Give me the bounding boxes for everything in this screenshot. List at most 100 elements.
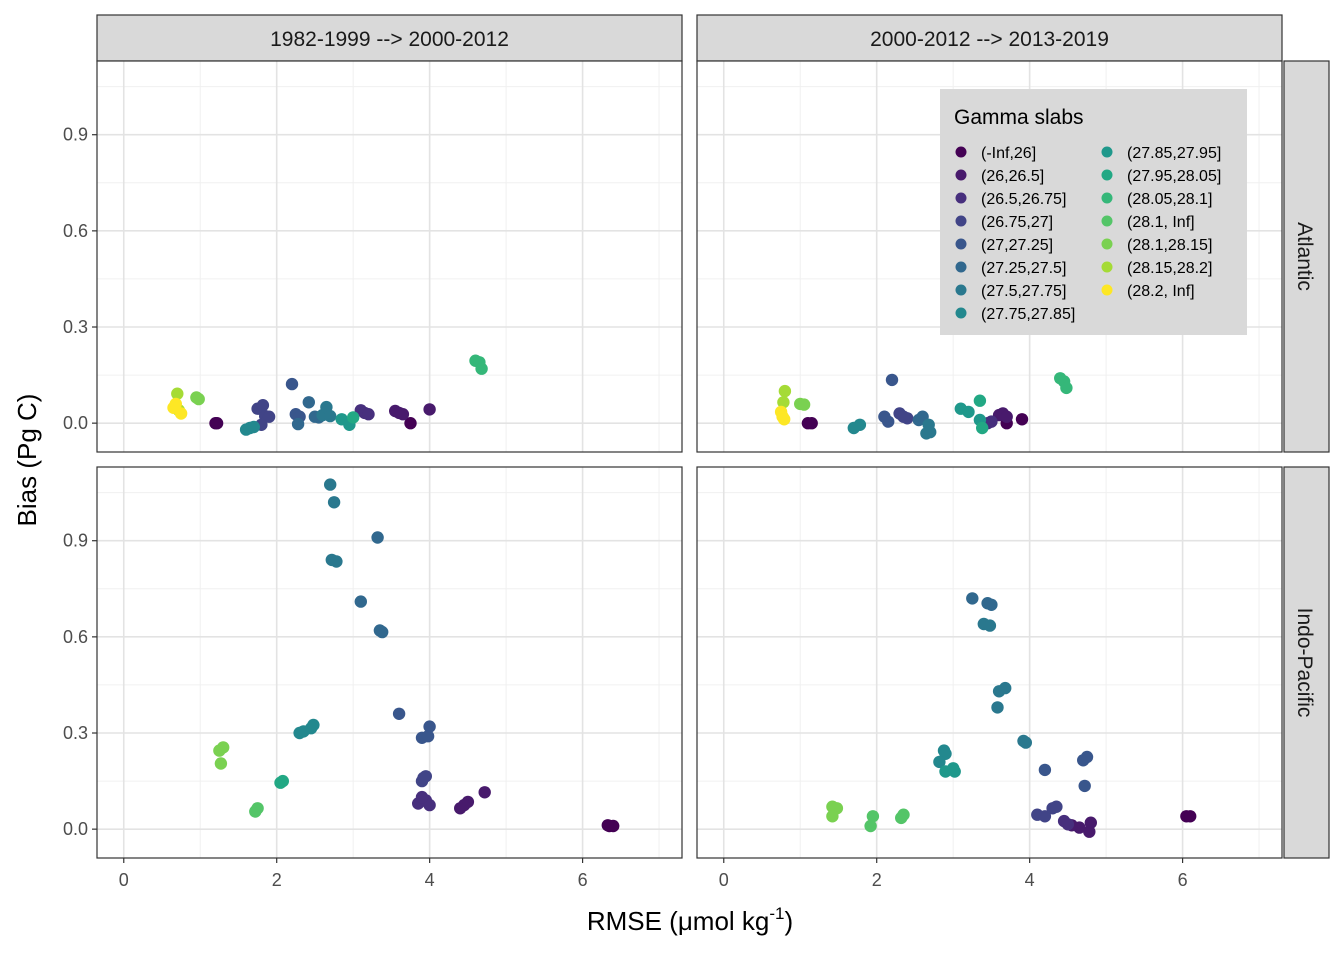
y-tick-label: 0.3 bbox=[63, 723, 88, 743]
data-point bbox=[392, 707, 406, 720]
data-point bbox=[276, 774, 289, 788]
data-point bbox=[973, 394, 987, 407]
legend-label: (-Inf,26] bbox=[981, 145, 1036, 162]
data-point bbox=[291, 417, 305, 431]
data-point bbox=[302, 396, 315, 409]
y-tick-label: 0.9 bbox=[63, 125, 88, 145]
panel-border bbox=[96, 60, 683, 453]
legend-label: (27,27.25] bbox=[981, 237, 1053, 254]
panel-indo-pacific-1982-2012 bbox=[96, 466, 683, 859]
data-point bbox=[251, 802, 264, 815]
data-point bbox=[415, 790, 429, 804]
x-axis-left: 0 2 4 6 bbox=[119, 858, 588, 890]
data-point bbox=[826, 810, 839, 823]
x-tick-label: 0 bbox=[119, 870, 129, 890]
y-tick-label: 0.3 bbox=[63, 317, 88, 337]
data-point bbox=[991, 701, 1004, 714]
legend-label: (28.1,28.15] bbox=[1127, 237, 1212, 254]
row-strip-atlantic-label: Atlantic bbox=[1293, 222, 1316, 291]
legend-label: (26.5,26.75] bbox=[981, 191, 1066, 208]
data-point bbox=[1184, 810, 1197, 823]
data-point bbox=[423, 403, 436, 416]
data-point bbox=[324, 409, 337, 423]
legend-title: Gamma slabs bbox=[954, 106, 1084, 129]
data-point bbox=[421, 730, 435, 743]
data-point bbox=[897, 410, 910, 423]
column-strip-1: 1982-1999 --> 2000-2012 bbox=[96, 14, 683, 62]
column-strip-1-label: 1982-1999 --> 2000-2012 bbox=[270, 28, 509, 51]
data-point bbox=[601, 819, 614, 832]
legend-key bbox=[955, 146, 967, 158]
data-point bbox=[362, 408, 375, 421]
data-point bbox=[797, 398, 811, 411]
data-point bbox=[853, 418, 867, 431]
y-tick-label: 0.9 bbox=[63, 531, 88, 551]
x-axis-title: RMSE (μmol kg-1) bbox=[587, 904, 793, 936]
data-point bbox=[327, 496, 341, 509]
legend-label: (28.1, Inf] bbox=[1127, 214, 1195, 231]
panel-border bbox=[696, 60, 1283, 453]
data-point bbox=[1060, 381, 1073, 395]
data-point bbox=[1000, 410, 1013, 423]
panel-area bbox=[97, 61, 682, 452]
x-tick-label: 6 bbox=[1178, 870, 1188, 890]
row-strip-atlantic: Atlantic bbox=[1283, 60, 1330, 453]
panel-atlantic-1982-2012 bbox=[96, 60, 683, 453]
data-point bbox=[948, 765, 961, 778]
row-strip-indo-pacific: Indo-Pacific bbox=[1283, 466, 1330, 859]
data-point bbox=[866, 810, 880, 823]
data-point bbox=[962, 405, 975, 419]
data-point bbox=[376, 625, 389, 639]
x-axis-right: 0 2 4 6 bbox=[719, 858, 1188, 890]
data-point bbox=[1083, 825, 1096, 838]
legend-key bbox=[1101, 169, 1113, 181]
data-point bbox=[1019, 736, 1032, 749]
panel-area bbox=[97, 467, 682, 858]
data-point bbox=[933, 755, 946, 769]
data-point bbox=[475, 362, 488, 375]
data-point bbox=[454, 802, 467, 815]
data-point bbox=[878, 410, 891, 423]
legend-label: (28.2, Inf] bbox=[1127, 283, 1195, 300]
x-tick-label: 6 bbox=[578, 870, 588, 890]
data-point bbox=[1050, 800, 1063, 813]
legend-label: (27.25,27.5] bbox=[981, 260, 1066, 277]
data-point bbox=[396, 408, 410, 421]
data-point bbox=[214, 757, 228, 770]
data-point bbox=[262, 410, 276, 423]
data-point bbox=[805, 417, 818, 430]
data-point bbox=[247, 420, 260, 434]
legend-label: (26.75,27] bbox=[981, 214, 1053, 231]
legend-key bbox=[1101, 238, 1113, 250]
data-point bbox=[174, 407, 188, 420]
x-tick-label: 2 bbox=[872, 870, 882, 890]
data-point bbox=[423, 720, 436, 733]
data-point bbox=[256, 399, 270, 412]
legend-key bbox=[955, 307, 967, 319]
data-point bbox=[423, 798, 436, 812]
column-strip-2: 2000-2012 --> 2013-2019 bbox=[696, 14, 1283, 62]
data-point bbox=[404, 417, 417, 430]
legend-key bbox=[1101, 215, 1113, 227]
data-point bbox=[985, 598, 998, 611]
legend: Gamma slabs (-Inf,26] (26,26.5] (26.5,26.7… bbox=[940, 89, 1247, 335]
data-point bbox=[171, 387, 184, 400]
data-point bbox=[354, 595, 367, 608]
y-tick-label: 0.6 bbox=[63, 627, 88, 647]
data-point bbox=[371, 531, 384, 544]
row-strip-indo-pacific-label: Indo-Pacific bbox=[1293, 608, 1316, 718]
data-point bbox=[1038, 810, 1052, 823]
legend-label: (26,26.5] bbox=[981, 168, 1044, 185]
data-point bbox=[169, 397, 182, 411]
data-point bbox=[347, 411, 360, 424]
y-tick-label: 0.0 bbox=[63, 413, 88, 433]
data-point bbox=[1015, 413, 1029, 426]
y-tick-label: 0.6 bbox=[63, 221, 88, 241]
x-tick-label: 0 bbox=[719, 870, 729, 890]
x-axis-title-close: ) bbox=[785, 906, 794, 936]
legend-key bbox=[1101, 284, 1113, 296]
legend-entries: (-Inf,26] (26,26.5] (26.5,26.75] (26.75,27]… bbox=[955, 145, 1221, 323]
panel-border bbox=[696, 466, 1283, 859]
data-point bbox=[778, 413, 791, 426]
